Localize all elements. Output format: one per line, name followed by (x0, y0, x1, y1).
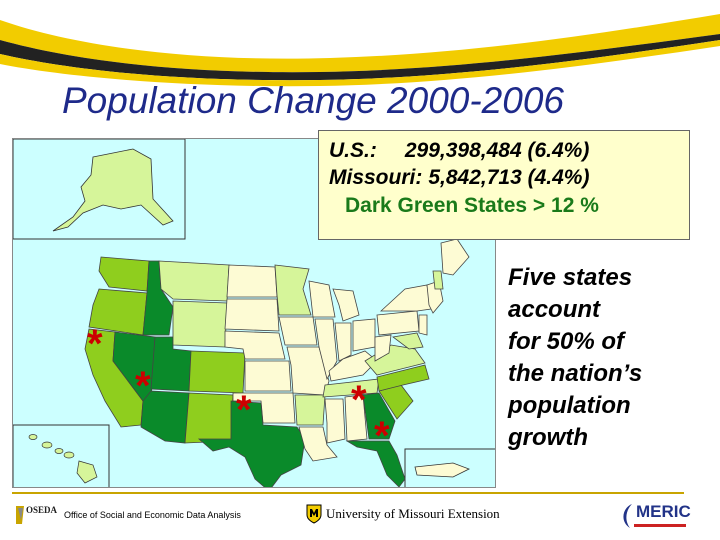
oseda-logo-text: OSEDA (26, 505, 58, 515)
mississippi-state (324, 398, 346, 444)
missouri-label: Missouri: (329, 166, 423, 189)
alabama-state (344, 394, 368, 442)
mu-shield-icon (306, 504, 322, 524)
wyoming-state (172, 300, 228, 348)
maine-state (440, 238, 470, 276)
wisconsin-state (308, 280, 336, 318)
south-dakota-state (224, 298, 280, 332)
university-name: University of Missouri Extension (326, 506, 500, 521)
florida-state (345, 440, 406, 487)
note-line: for 50% of (508, 328, 625, 355)
meric-logo-text: MERIC (636, 502, 691, 521)
note-line: Five states (508, 264, 633, 291)
montana-state (158, 260, 230, 302)
growth-note: Five states account for 50% of the natio… (508, 262, 708, 454)
meric-logo-icon (623, 504, 686, 528)
indiana-state (334, 322, 352, 362)
oseda-logo-icon (16, 506, 24, 524)
kansas-state (244, 360, 292, 392)
dark-green-legend-note: Dark Green States > 12 % (345, 194, 599, 217)
hawaii-state (28, 434, 98, 484)
new-hampshire-state (432, 270, 444, 290)
new-jersey-state (418, 314, 428, 336)
new-mexico-state (184, 392, 234, 444)
maryland-delaware (392, 332, 424, 350)
us-value: 299,398,484 (6.4%) (404, 139, 590, 162)
ohio-state (352, 318, 376, 352)
missouri-stat-line: Missouri: 5,842,713 (4.4%) (329, 164, 679, 191)
puerto-rico (414, 462, 470, 478)
growth-marker-texas: * (236, 388, 252, 432)
north-carolina-state (376, 364, 430, 392)
arkansas-state (294, 394, 326, 426)
colorado-state (188, 350, 246, 394)
header-banner (0, 0, 720, 87)
growth-marker-arizona: * (135, 364, 151, 408)
growth-marker-california: * (87, 322, 103, 366)
population-stats-box: U.S.: 299,398,484 (6.4%) Missouri: 5,842,7… (318, 130, 690, 240)
note-line: account (508, 296, 601, 323)
oseda-name: Office of Social and Economic Data Analy… (64, 510, 241, 520)
new-york-state (379, 284, 432, 312)
washington-state (98, 256, 150, 292)
oregon-state (88, 288, 148, 336)
us-stat-line: U.S.: 299,398,484 (6.4%) (329, 137, 679, 164)
west-virginia-state (374, 334, 392, 362)
alaska-state (52, 148, 174, 232)
north-dakota-state (226, 264, 278, 298)
growth-marker-florida: * (374, 414, 390, 458)
growth-marker-georgia: * (351, 378, 367, 422)
michigan-state (332, 288, 360, 322)
iowa-state (278, 316, 318, 346)
page-title: Population Change 2000-2006 (62, 80, 564, 121)
pennsylvania-state (376, 310, 420, 336)
texas-state (197, 400, 306, 487)
minnesota-state (274, 264, 312, 316)
georgia-state (362, 392, 396, 440)
note-line: the nation’s (508, 360, 643, 387)
footer-divider (12, 492, 684, 494)
louisiana-state (298, 426, 338, 462)
missouri-value: 5,842,713 (4.4%) (428, 166, 590, 189)
note-line: population (508, 392, 631, 419)
us-label: U.S.: (329, 139, 377, 162)
note-line: growth (508, 424, 588, 451)
nebraska-state (224, 330, 286, 360)
